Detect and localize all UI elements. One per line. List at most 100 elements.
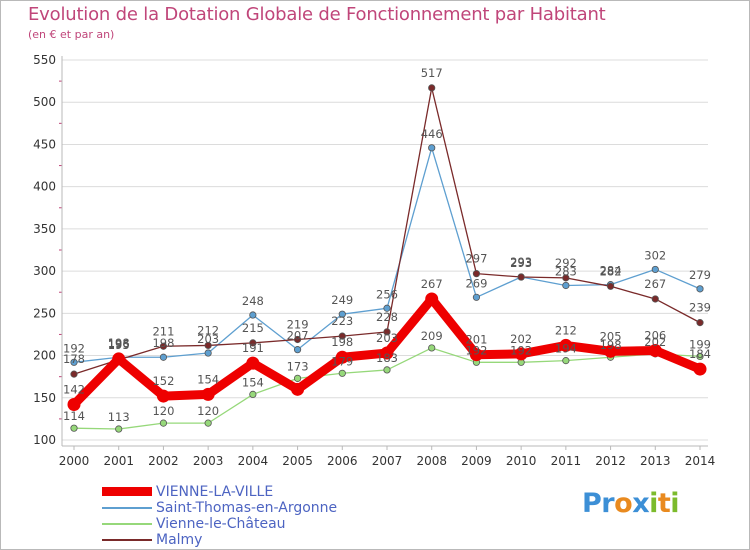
data-label: 198	[331, 335, 353, 349]
series-vienne-la-ville	[67, 292, 707, 412]
data-point	[428, 144, 436, 152]
data-label: 228	[376, 310, 398, 324]
legend-swatch	[102, 523, 152, 525]
data-point	[291, 382, 305, 396]
data-label: 198	[108, 336, 130, 350]
data-label: 203	[197, 332, 219, 346]
data-point	[469, 348, 483, 362]
data-point	[425, 292, 439, 306]
data-label: 192	[510, 343, 532, 357]
logo-letter: t	[657, 488, 671, 519]
x-tick-label: 2009	[461, 454, 492, 468]
x-tick-label: 2012	[595, 454, 626, 468]
data-point	[562, 357, 570, 365]
data-label: 267	[421, 277, 443, 291]
logo-letter: r	[601, 488, 615, 519]
data-label: 206	[644, 328, 666, 342]
data-label: 152	[152, 374, 174, 388]
data-point	[380, 346, 394, 360]
data-point	[472, 270, 481, 278]
legend-swatch	[102, 539, 152, 541]
data-label: 203	[376, 331, 398, 345]
data-point	[696, 352, 704, 360]
data-point	[293, 374, 302, 382]
data-point	[428, 84, 436, 92]
data-label: 239	[689, 301, 711, 315]
data-point	[204, 349, 212, 357]
data-point	[70, 424, 78, 432]
logo-letter: P	[582, 488, 602, 519]
data-point	[559, 338, 573, 352]
x-tick-label: 2002	[148, 454, 179, 468]
x-tick-label: 2014	[685, 454, 716, 468]
data-point	[249, 311, 257, 319]
data-label: 297	[465, 252, 487, 266]
data-point	[204, 341, 212, 350]
x-tick-label: 2007	[372, 454, 403, 468]
series-lines	[67, 84, 707, 433]
data-point	[335, 350, 349, 364]
data-point	[156, 389, 170, 403]
data-point	[70, 358, 78, 366]
data-label: 293	[510, 255, 532, 269]
data-label: 205	[600, 329, 622, 343]
data-point	[604, 344, 618, 358]
data-label: 191	[242, 341, 264, 355]
data-point	[651, 265, 659, 274]
data-point	[112, 352, 126, 366]
data-label: 209	[421, 329, 443, 343]
proxiti-logo: Proxiti	[582, 488, 680, 519]
x-tick-label: 2003	[193, 454, 224, 468]
data-point	[338, 310, 346, 318]
x-tick-label: 2008	[416, 454, 447, 468]
data-label: 196	[108, 337, 130, 351]
data-point	[67, 398, 81, 412]
x-tick-label: 2006	[327, 454, 358, 468]
data-point	[246, 356, 260, 370]
data-point	[249, 339, 257, 347]
data-point	[338, 332, 346, 340]
data-label: 195	[108, 338, 130, 352]
axes: 100 150 200 250 300 350 400 450 500 550 2000 2001 20…	[33, 53, 715, 468]
x-tick-label: 2004	[238, 454, 269, 468]
data-label: 192	[465, 343, 487, 357]
data-label: 211	[152, 324, 174, 338]
data-label: 223	[331, 314, 353, 328]
legend-label: Saint-Thomas-en-Argonne	[156, 500, 338, 516]
data-label: 192	[63, 341, 85, 355]
data-label: 212	[197, 323, 219, 337]
y-tick-label: 500	[33, 95, 56, 109]
data-point	[693, 362, 707, 376]
data-point	[514, 347, 528, 361]
data-label: 283	[555, 264, 577, 278]
data-point	[562, 274, 570, 282]
data-label: 293	[510, 256, 532, 270]
logo-letter: o	[614, 488, 633, 519]
data-label: 179	[331, 354, 353, 368]
data-label: 202	[510, 332, 532, 346]
data-point	[648, 343, 662, 357]
data-point	[70, 370, 78, 378]
data-label: 142	[63, 383, 85, 397]
logo-letter: x	[632, 488, 650, 519]
legend-swatch	[102, 507, 152, 509]
legend-label: VIENNE-LA-VILLE	[156, 484, 274, 500]
data-point	[651, 295, 659, 303]
x-tick-label: 2013	[640, 454, 671, 468]
data-label: 215	[242, 321, 264, 335]
data-labels: 142 196 152 154 191 198 203 267 201 202 212 205 206 1…	[63, 66, 711, 424]
data-label: 198	[600, 338, 622, 352]
data-point	[338, 369, 346, 377]
data-label: 219	[287, 318, 309, 332]
x-tick-label: 2005	[282, 454, 313, 468]
y-tick-label: 200	[33, 349, 56, 363]
legend-label: Vienne-le-Château	[156, 516, 286, 532]
logo-letter: i	[649, 488, 658, 519]
data-label: 154	[197, 372, 219, 386]
y-tick-label: 250	[33, 306, 56, 320]
data-label: 184	[689, 347, 711, 361]
y-tick-label: 300	[33, 264, 56, 278]
data-point	[159, 419, 168, 427]
data-label: 302	[644, 248, 666, 262]
